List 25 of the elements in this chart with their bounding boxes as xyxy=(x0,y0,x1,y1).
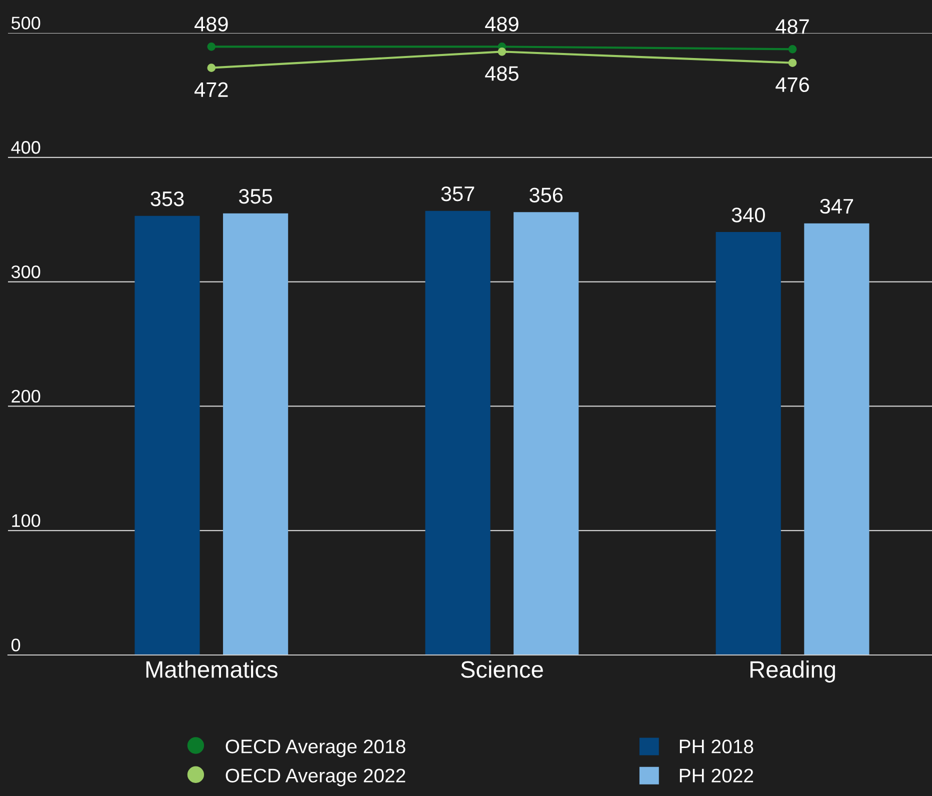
data-label: 357 xyxy=(441,186,474,202)
data-label: 340 xyxy=(732,208,765,222)
data-label: 472 xyxy=(194,82,228,97)
data-label: 489 xyxy=(485,16,518,32)
y-tick-label: 400 xyxy=(11,141,40,154)
data-label: 355 xyxy=(238,188,272,204)
data-label: 487 xyxy=(776,19,809,34)
legend-label: OECD Average 2022 xyxy=(226,768,406,786)
y-tick-label: 200 xyxy=(12,390,40,403)
x-tick-label: Mathematics xyxy=(146,660,278,678)
x-tick-label: Science xyxy=(461,660,543,678)
y-tick-label: 500 xyxy=(12,16,40,30)
legend-label: OECD Average 2018 xyxy=(226,740,406,758)
x-tick-label: Reading xyxy=(750,660,835,683)
data-label: 356 xyxy=(530,188,563,202)
data-label: 347 xyxy=(820,198,854,214)
data-label: 353 xyxy=(150,191,184,206)
data-label: 485 xyxy=(485,66,518,81)
legend-label: PH 2022 xyxy=(680,768,754,782)
legend-label: PH 2018 xyxy=(680,740,754,754)
y-tick-label: 300 xyxy=(11,265,40,278)
data-label: 489 xyxy=(194,16,228,32)
y-tick-label: 100 xyxy=(12,514,40,528)
data-label: 476 xyxy=(776,77,809,92)
y-tick-label: 0 xyxy=(11,638,20,652)
